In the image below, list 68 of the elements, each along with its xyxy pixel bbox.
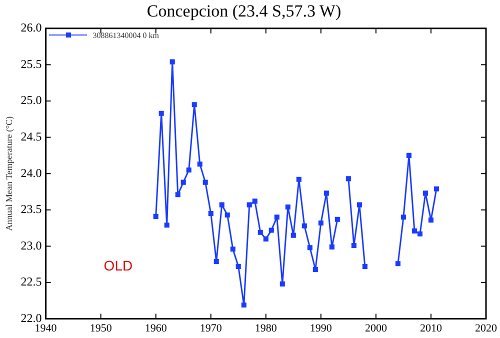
point	[158, 110, 164, 116]
point	[219, 202, 224, 208]
point	[307, 245, 312, 250]
x-tick-label: 1960	[144, 322, 168, 334]
point	[170, 59, 175, 64]
point	[268, 228, 274, 233]
point	[236, 264, 241, 270]
chart-title: Concepcion (23.4 S,57.3 W)	[146, 2, 342, 21]
point	[412, 228, 417, 234]
point	[362, 264, 368, 270]
point	[153, 214, 158, 219]
point	[241, 302, 246, 308]
annotation: OLD	[104, 258, 133, 274]
point	[296, 176, 302, 182]
point	[246, 202, 252, 208]
x-tick-label: 2000	[364, 322, 388, 334]
y-tick-label: 24.5	[20, 129, 42, 144]
x-tick-label: 1940	[34, 322, 58, 334]
point	[230, 246, 236, 252]
point	[252, 198, 258, 204]
point	[258, 230, 263, 235]
x-tick-label: 1950	[90, 322, 112, 334]
point	[180, 180, 186, 185]
point	[346, 176, 351, 182]
point	[290, 232, 296, 238]
point	[406, 152, 412, 158]
y-tick-label: 23.5	[20, 202, 42, 216]
point	[274, 214, 280, 220]
x-tick-label: 1970	[200, 322, 222, 334]
point	[351, 242, 356, 248]
point	[422, 190, 428, 196]
point	[192, 102, 197, 108]
y-tick-label: 24.0	[20, 166, 42, 180]
point	[208, 211, 214, 216]
point	[302, 223, 307, 228]
point	[186, 167, 192, 172]
y-tick-label: 25.0	[20, 93, 42, 108]
y-tick-label: 23.0	[20, 238, 42, 252]
legend-label: 308861340004 0 km	[92, 30, 160, 40]
y-tick-label: 25.5	[20, 56, 42, 71]
point	[202, 180, 208, 185]
point	[428, 218, 434, 223]
point	[334, 216, 340, 222]
point	[324, 190, 329, 196]
y-tick-label: 26.0	[20, 20, 42, 35]
point	[400, 214, 406, 220]
x-tick-label: 2010	[420, 322, 442, 334]
point	[285, 204, 290, 210]
x-tick-label: 2020	[475, 322, 498, 334]
y-tick-label: 22.0	[20, 310, 42, 325]
point	[434, 186, 439, 192]
y-tick-label: 22.5	[20, 274, 42, 289]
point	[175, 192, 180, 198]
y-axis-title: Annual Mean Temperature (°C)	[4, 116, 14, 231]
point	[197, 162, 202, 167]
point	[224, 212, 230, 218]
point	[329, 244, 334, 250]
point	[263, 236, 268, 242]
point	[356, 202, 362, 208]
point	[214, 258, 219, 264]
point	[417, 231, 422, 236]
point	[164, 222, 170, 228]
point	[318, 220, 324, 226]
point	[312, 266, 318, 272]
x-tick-label: 1990	[310, 322, 332, 334]
x-tick-label: 1980	[254, 322, 278, 334]
point	[395, 261, 400, 266]
point	[280, 281, 285, 286]
